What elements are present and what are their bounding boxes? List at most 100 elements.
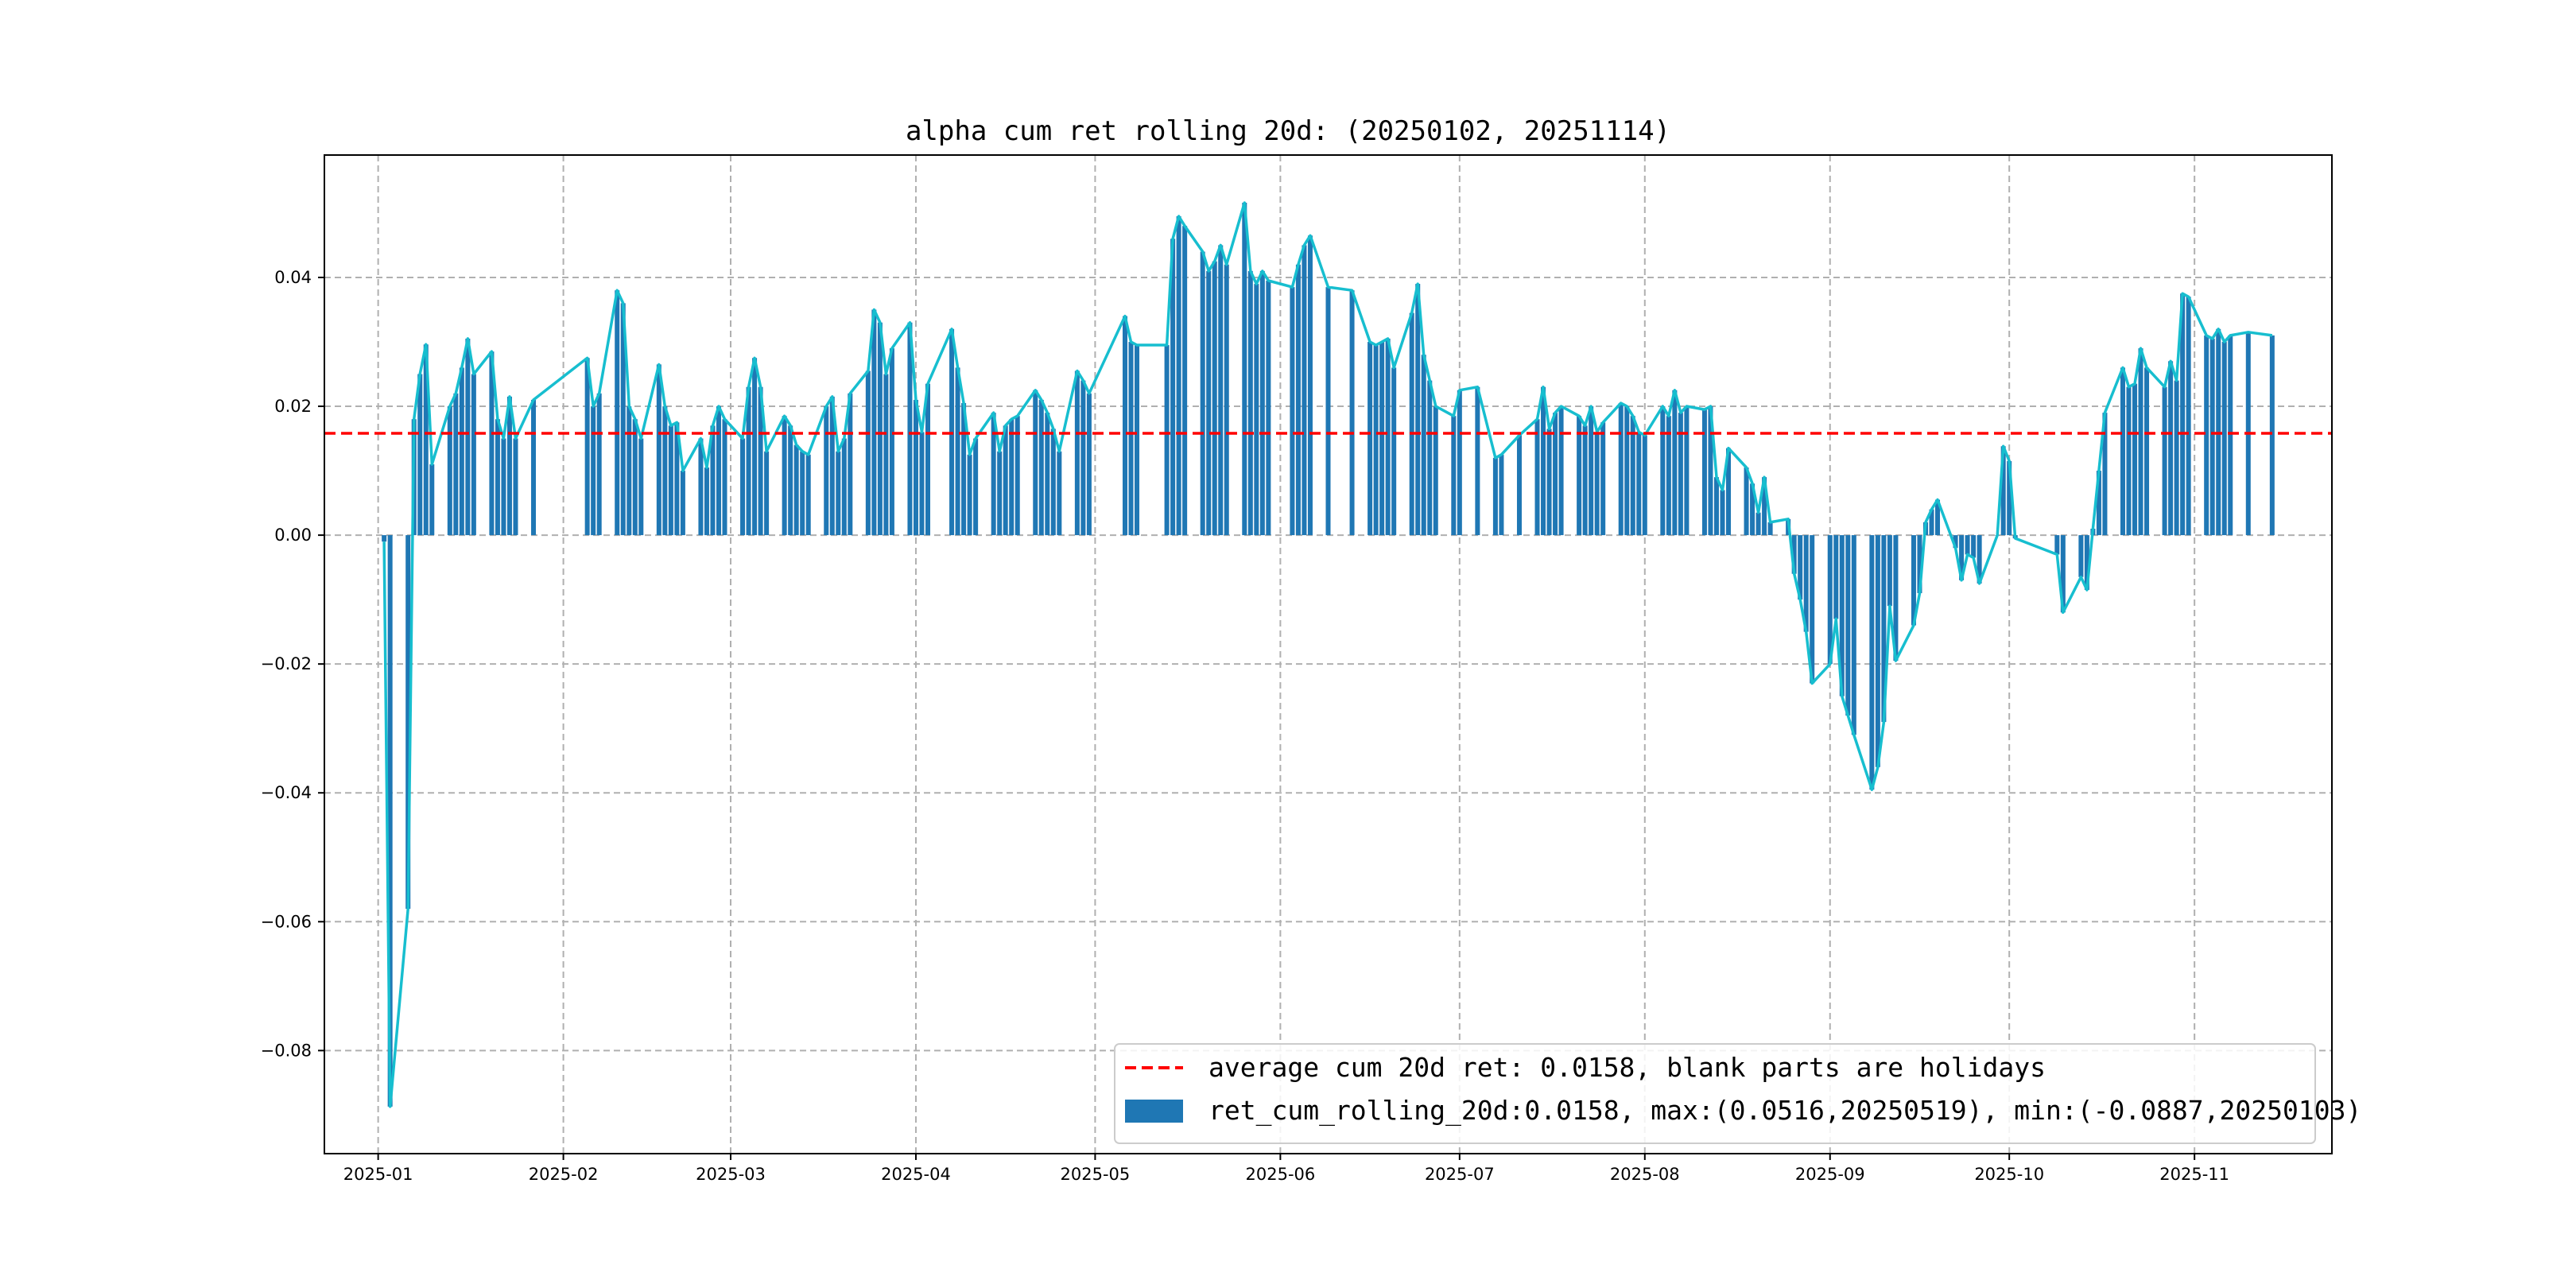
bar bbox=[1618, 402, 1624, 536]
bar bbox=[1833, 535, 1839, 619]
bar bbox=[1475, 386, 1480, 536]
bar bbox=[513, 438, 518, 536]
bar bbox=[2126, 386, 2132, 536]
bar bbox=[2120, 367, 2125, 536]
bar bbox=[662, 406, 668, 536]
bar bbox=[871, 309, 877, 536]
bar bbox=[423, 344, 429, 536]
bar bbox=[793, 444, 799, 536]
bar bbox=[1959, 535, 1965, 580]
bar bbox=[1254, 284, 1259, 536]
bar bbox=[1845, 535, 1851, 716]
bar bbox=[453, 393, 459, 536]
bar bbox=[1725, 448, 1732, 536]
series-line-path bbox=[382, 201, 2273, 1108]
bar bbox=[1379, 341, 1385, 536]
bar bbox=[800, 451, 805, 536]
y-tick-label: 0.02 bbox=[274, 397, 312, 416]
bar bbox=[1045, 413, 1050, 536]
bar bbox=[2060, 535, 2066, 613]
bar bbox=[961, 402, 967, 536]
bar bbox=[584, 358, 590, 536]
legend-average-label: average cum 20d ret: 0.0158, blank parts… bbox=[1208, 1052, 2046, 1083]
x-tick-label: 2025-04 bbox=[881, 1165, 951, 1184]
bar bbox=[829, 396, 835, 536]
bar bbox=[1421, 355, 1426, 536]
x-tick-label: 2025-09 bbox=[1795, 1165, 1865, 1184]
bar bbox=[824, 406, 829, 536]
bar bbox=[1302, 245, 1307, 536]
x-tick-label: 2025-06 bbox=[1246, 1165, 1316, 1184]
bar bbox=[1594, 432, 1600, 536]
bar bbox=[913, 399, 918, 536]
bar bbox=[1965, 535, 1970, 555]
bar bbox=[1385, 338, 1391, 536]
bar bbox=[417, 374, 423, 536]
bar bbox=[1212, 261, 1217, 536]
bar bbox=[2138, 348, 2143, 536]
bar bbox=[1516, 435, 1522, 536]
x-tick-label: 2025-02 bbox=[529, 1165, 599, 1184]
bar bbox=[1135, 345, 1140, 536]
series-line bbox=[382, 201, 2273, 1108]
bar bbox=[1666, 416, 1671, 536]
bar bbox=[1451, 416, 1457, 536]
bar bbox=[1869, 535, 1875, 790]
bar bbox=[2132, 383, 2138, 536]
x-tick-label: 2025-03 bbox=[696, 1165, 766, 1184]
bar bbox=[1600, 422, 1606, 536]
bar bbox=[1684, 406, 1690, 536]
bar bbox=[1810, 535, 1815, 684]
bar bbox=[704, 467, 709, 536]
bar bbox=[746, 386, 751, 536]
bar bbox=[919, 432, 925, 536]
bar bbox=[1630, 416, 1635, 536]
bar bbox=[710, 425, 716, 536]
bar bbox=[1541, 386, 1546, 536]
chart-title: alpha cum ret rolling 20d: (20250102, 20… bbox=[906, 115, 1670, 147]
bar bbox=[1206, 270, 1212, 536]
y-tick-label: −0.08 bbox=[261, 1041, 312, 1060]
bar bbox=[1767, 522, 1773, 536]
y-tick-label: −0.04 bbox=[261, 783, 312, 802]
bar bbox=[674, 422, 680, 536]
bar bbox=[1200, 251, 1205, 536]
bar bbox=[1558, 406, 1564, 536]
bar bbox=[788, 425, 793, 536]
bar bbox=[1128, 341, 1134, 536]
bar bbox=[656, 364, 661, 536]
bar bbox=[2084, 535, 2089, 590]
bar bbox=[459, 367, 464, 536]
legend: average cum 20d ret: 0.0158, blank parts… bbox=[1114, 1043, 2361, 1144]
bar bbox=[1887, 535, 1892, 607]
bar bbox=[883, 374, 889, 536]
x-tick-label: 2025-01 bbox=[343, 1165, 413, 1184]
bar bbox=[1349, 290, 1355, 536]
bar bbox=[1534, 419, 1540, 536]
bar bbox=[1368, 341, 1373, 536]
bar bbox=[680, 471, 685, 536]
bar bbox=[1750, 483, 1755, 536]
bar bbox=[2078, 535, 2084, 577]
bar bbox=[1893, 535, 1899, 661]
bar bbox=[1038, 399, 1044, 536]
bar bbox=[698, 438, 704, 536]
bar bbox=[1009, 419, 1014, 536]
bar bbox=[1929, 509, 1934, 536]
bar bbox=[1875, 535, 1880, 767]
bar bbox=[1798, 535, 1803, 600]
bar bbox=[1851, 535, 1856, 735]
bar bbox=[1672, 390, 1678, 536]
bar bbox=[1642, 435, 1647, 536]
bar bbox=[1170, 239, 1176, 536]
bar bbox=[2162, 386, 2167, 536]
bar bbox=[501, 438, 506, 536]
bar bbox=[1242, 202, 1247, 536]
bar bbox=[848, 393, 853, 536]
bar bbox=[506, 396, 512, 536]
bar bbox=[841, 438, 847, 536]
bar bbox=[740, 438, 746, 536]
bar bbox=[1307, 235, 1313, 536]
bar bbox=[1971, 535, 1977, 558]
bar bbox=[531, 399, 537, 536]
